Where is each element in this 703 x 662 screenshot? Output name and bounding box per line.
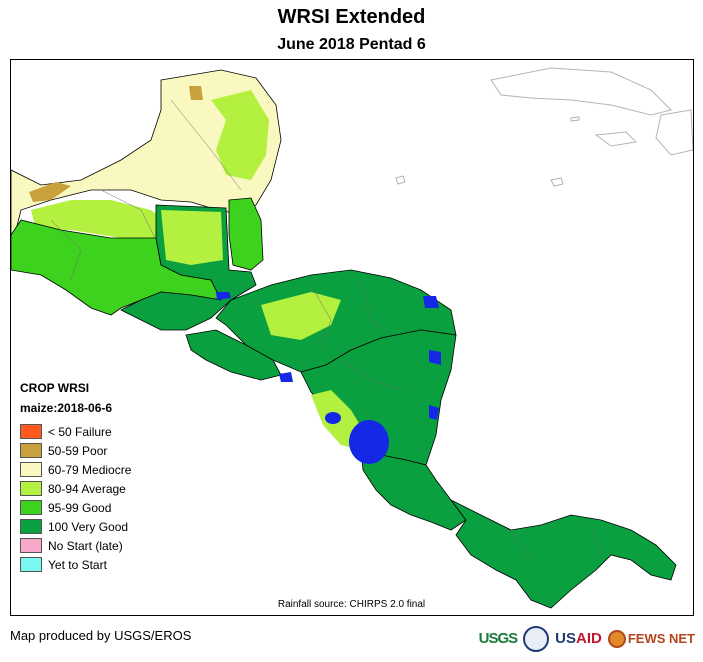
island-outline-2 xyxy=(550,177,564,187)
legend-label: 100 Very Good xyxy=(48,519,129,534)
legend: CROP WRSI maize:2018-06-6 < 50 Failure 5… xyxy=(20,380,200,574)
legend-item-mediocre: 60-79 Mediocre xyxy=(20,460,200,479)
usaid-logo-aid: AID xyxy=(575,630,602,647)
legend-swatch xyxy=(20,481,42,496)
usgs-logo: USGS xyxy=(478,630,519,647)
map-title: WRSI Extended xyxy=(277,6,426,28)
usaid-logo-us: US xyxy=(555,630,576,647)
legend-label: 80-94 Average xyxy=(48,481,126,496)
logo-strip: USGS USAID FEWS NET xyxy=(479,624,695,654)
yucatan-region xyxy=(11,69,282,236)
honduras-average-patch xyxy=(261,292,341,340)
map-canvas xyxy=(11,67,693,609)
seal-icon xyxy=(523,626,550,652)
legend-label: < 50 Failure xyxy=(48,424,112,439)
legend-swatch xyxy=(20,424,42,439)
legend-label: Yet to Start xyxy=(48,557,107,572)
legend-item-failure: < 50 Failure xyxy=(20,422,200,441)
legend-label: 60-79 Mediocre xyxy=(48,462,132,477)
legend-item-no-start: No Start (late) xyxy=(20,536,200,555)
produced-by-note: Map produced by USGS/EROS xyxy=(10,628,192,643)
el-salvador-region xyxy=(185,329,282,381)
lake-managua xyxy=(325,412,341,424)
costa-rica-region xyxy=(360,449,467,531)
island-outline-1 xyxy=(395,175,406,185)
legend-title: CROP WRSI xyxy=(20,381,90,395)
belize-region xyxy=(228,197,264,271)
panama-region xyxy=(450,499,677,609)
legend-swatch xyxy=(20,443,42,458)
hispaniola-outline xyxy=(655,109,693,156)
legend-swatch xyxy=(20,500,42,515)
legend-swatch xyxy=(20,538,42,553)
fews-net-logo: FEWS NET xyxy=(607,624,695,654)
legend-label: 50-59 Poor xyxy=(48,443,108,458)
gulf-fonseca xyxy=(279,372,293,382)
legend-label: No Start (late) xyxy=(48,538,123,553)
rainfall-source-note: Rainfall source: CHIRPS 2.0 final xyxy=(277,599,426,610)
lake-izabal xyxy=(216,292,231,300)
legend-subtitle: maize:2018-06-6 xyxy=(20,401,113,415)
legend-item-average: 80-94 Average xyxy=(20,479,200,498)
guatemala-average-patch xyxy=(161,210,223,265)
yucatan-average-patch xyxy=(211,90,269,180)
cayman-outline xyxy=(570,116,580,122)
cuba-outline xyxy=(490,67,672,116)
legend-item-yet-to-start: Yet to Start xyxy=(20,555,200,574)
sun-icon xyxy=(607,630,626,648)
legend-swatch xyxy=(20,519,42,534)
jamaica-outline xyxy=(594,131,638,147)
water-bodies xyxy=(216,292,441,464)
poor-patch-yucatan xyxy=(189,86,203,100)
map-subtitle: June 2018 Pentad 6 xyxy=(277,36,426,53)
legend-label: 95-99 Good xyxy=(48,500,112,515)
admin-boundaries xyxy=(50,99,602,561)
lagoon-costa-rica xyxy=(429,405,439,420)
fews-net-text: FEWS NET xyxy=(627,631,695,646)
yucatan-average-west xyxy=(31,200,171,240)
poor-patch-west xyxy=(29,182,71,202)
caribbean-islands xyxy=(395,67,693,187)
lake-nicaragua xyxy=(349,420,389,464)
legend-item-poor: 50-59 Poor xyxy=(20,441,200,460)
usaid-logo: USAID xyxy=(555,624,602,654)
caribbean-lagoon-1 xyxy=(423,296,439,308)
legend-swatch xyxy=(20,557,42,572)
legend-swatch xyxy=(20,462,42,477)
legend-item-very-good: 100 Very Good xyxy=(20,517,200,536)
legend-item-good: 95-99 Good xyxy=(20,498,200,517)
caribbean-lagoon-2 xyxy=(429,350,441,365)
